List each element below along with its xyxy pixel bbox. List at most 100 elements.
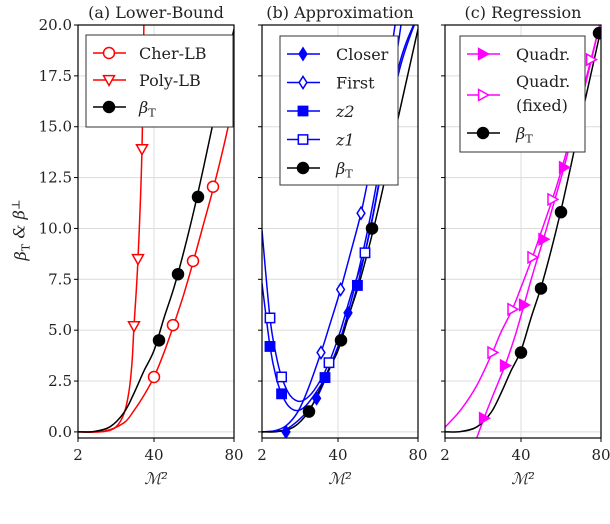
y-tick-label: 10.0 <box>39 219 72 237</box>
data-point <box>191 190 205 204</box>
y-tick-label: 15.0 <box>39 118 72 136</box>
data-point <box>592 26 601 40</box>
x-axis-label: ℳ² <box>511 469 535 488</box>
series-line <box>78 28 234 433</box>
plot-frame <box>261 24 419 439</box>
data-point <box>135 143 149 157</box>
data-point <box>298 75 308 90</box>
panel-c: 2 40 80 (c) Regression ℳ² Quadr. Quadr. (fixed)… <box>440 3 610 488</box>
data-point <box>302 405 316 418</box>
legend-label: (fixed) <box>516 96 568 115</box>
y-tick-label: 12.5 <box>39 169 72 187</box>
data-point <box>311 390 322 406</box>
x-tick-label: 2 <box>440 446 450 464</box>
legend-label: Quadr. <box>516 45 570 64</box>
data-point <box>297 134 309 145</box>
data-point <box>152 334 166 347</box>
x-tick-label: 2 <box>257 446 267 464</box>
legend-label: βT​ <box>335 159 353 180</box>
legend-label: Quadr. <box>516 72 570 91</box>
series-group <box>78 25 234 433</box>
legend: Quadr. Quadr. (fixed) βT​ <box>459 35 586 153</box>
y-tick-label: 17.5 <box>39 67 72 85</box>
data-point <box>365 222 379 235</box>
data-point <box>334 334 348 347</box>
data-point <box>499 358 513 373</box>
x-tick-label: 80 <box>224 446 243 464</box>
x-tick-label: 80 <box>591 446 610 464</box>
legend-label: βT​ <box>138 98 156 119</box>
data-point <box>131 253 145 267</box>
y-tick-label: 20.0 <box>39 16 72 34</box>
y-axis-label: βT​ & β⊥​ <box>10 200 33 262</box>
x-tick-label: 80 <box>408 446 427 464</box>
data-point <box>102 74 116 88</box>
x-tick-label: 2 <box>73 446 83 464</box>
x-axis-label: ℳ² <box>328 469 352 488</box>
legend-label: z1 <box>335 131 355 150</box>
data-point <box>547 192 560 207</box>
data-point <box>514 346 528 359</box>
data-point <box>518 298 532 312</box>
data-point <box>127 320 141 334</box>
data-point <box>359 247 371 259</box>
y-tick-label: 7.5 <box>48 270 72 288</box>
legend-label: Cher-LB <box>139 44 206 63</box>
data-point <box>554 205 568 219</box>
plot-frame <box>444 24 602 439</box>
data-point <box>171 267 185 281</box>
data-point <box>351 279 363 291</box>
data-point <box>298 46 308 62</box>
legend-label: Poly-LB <box>139 71 201 90</box>
x-tick-label: 40 <box>144 446 163 464</box>
data-point <box>102 100 116 114</box>
x-tick-label: 40 <box>328 446 347 464</box>
data-point <box>487 345 500 360</box>
data-point <box>166 318 180 332</box>
data-point <box>478 411 492 426</box>
data-point <box>335 282 346 297</box>
panel-title: (b) Approximation <box>266 3 413 22</box>
panel-a: 0.0 2.5 5.0 7.5 10.0 12.5 15.0 17.5 20.0 2 40 80 (a)… <box>39 3 244 488</box>
legend: Cher-LB Poly-LB βT​ <box>85 34 234 128</box>
panel-title: (c) Regression <box>465 3 582 22</box>
y-tick-label: 0.0 <box>48 423 72 441</box>
legend-label: Closer <box>336 45 389 64</box>
data-point <box>527 250 540 265</box>
data-point <box>296 161 310 175</box>
y-tick-label: 2.5 <box>48 372 72 390</box>
series-line <box>78 25 145 433</box>
data-point <box>356 205 366 221</box>
panel-title: (a) Lower-Bound <box>88 3 224 22</box>
data-point <box>319 372 331 384</box>
legend: Closer First z2 z1 βT​ <box>279 35 399 186</box>
panel-b: 2 40 80 (b) Approximation ℳ² Closer First z2 z1 β… <box>257 3 427 488</box>
x-tick-label: 40 <box>511 446 530 464</box>
data-point <box>323 357 335 369</box>
series-group <box>262 25 418 438</box>
data-point <box>477 88 491 102</box>
data-point <box>264 312 276 324</box>
data-point <box>316 345 326 360</box>
data-point <box>147 370 161 384</box>
data-point <box>477 47 491 61</box>
data-point <box>343 305 353 321</box>
data-point <box>585 52 599 67</box>
data-point <box>276 388 288 400</box>
legend-label: First <box>336 74 375 93</box>
data-point <box>476 126 490 140</box>
y-tick-label: 5.0 <box>48 321 72 339</box>
plot-frame <box>77 24 235 439</box>
data-point <box>538 232 551 247</box>
legend-label: βT​ <box>515 124 533 145</box>
data-point <box>507 302 520 316</box>
data-point <box>534 282 548 295</box>
data-point <box>276 371 288 383</box>
data-point <box>102 46 116 60</box>
data-point <box>206 180 220 193</box>
data-point <box>186 254 200 268</box>
x-axis-label: ℳ² <box>144 469 168 488</box>
data-point <box>264 341 276 352</box>
legend-label: z2 <box>335 102 355 121</box>
